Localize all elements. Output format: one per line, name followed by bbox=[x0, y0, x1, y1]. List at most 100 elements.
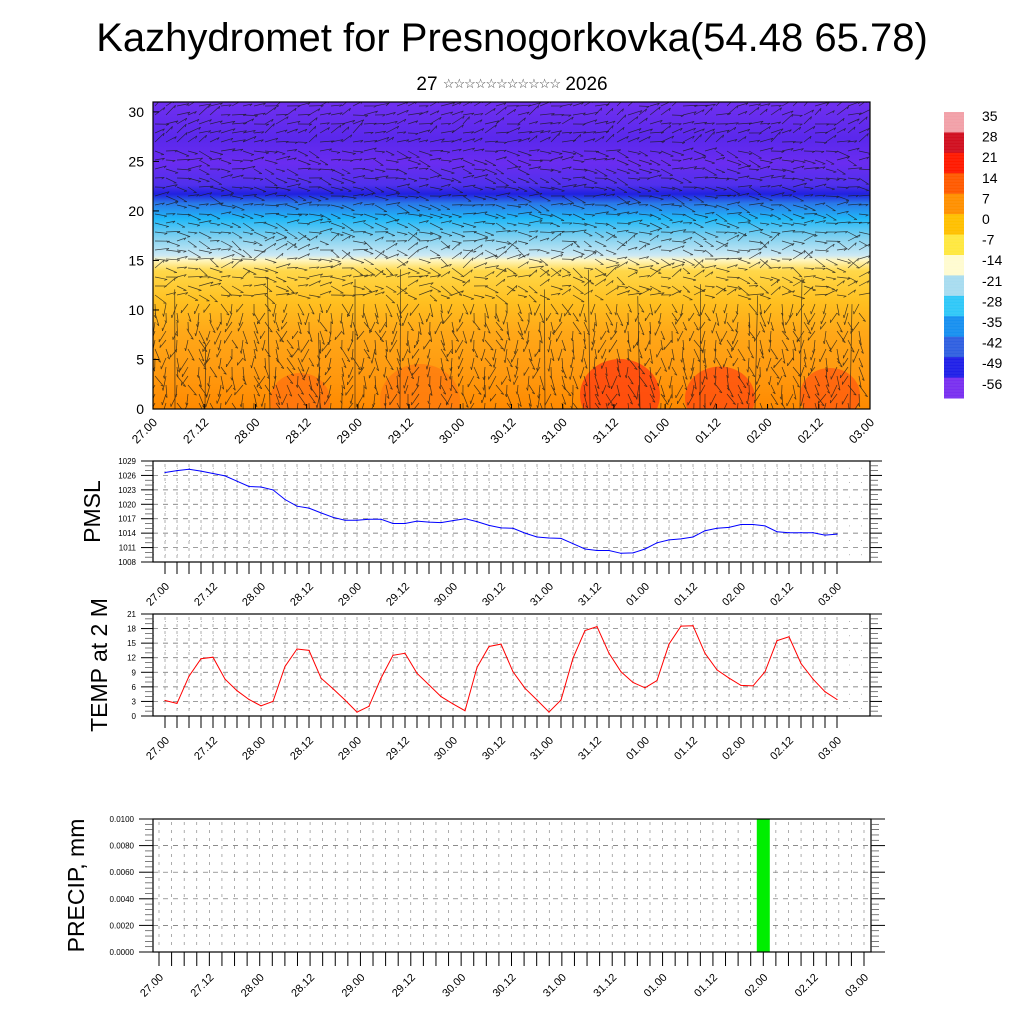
wind-arrow bbox=[341, 107, 351, 116]
wind-arrow bbox=[550, 402, 553, 409]
wind-arrow bbox=[726, 348, 733, 358]
wind-arrow bbox=[737, 348, 746, 361]
wind-arrow bbox=[572, 112, 586, 116]
wind-arrow bbox=[841, 393, 849, 405]
wind-arrow bbox=[369, 321, 376, 334]
wind-arrow-head bbox=[252, 313, 255, 317]
wind-arrow bbox=[677, 330, 684, 342]
wind-arrow bbox=[726, 126, 736, 134]
wind-arrow bbox=[197, 312, 200, 328]
wind-arrow-head bbox=[535, 135, 538, 139]
wind-arrow bbox=[616, 261, 628, 269]
wind-arrow-head bbox=[568, 394, 572, 397]
wind-arrow bbox=[455, 339, 464, 353]
wind-arrow bbox=[224, 330, 233, 344]
wind-arrow bbox=[726, 168, 741, 174]
wind-arrow-head bbox=[867, 280, 870, 284]
wind-arrow bbox=[275, 293, 290, 296]
wind-arrow-head bbox=[634, 233, 638, 235]
wind-arrow bbox=[583, 131, 596, 134]
wind-arrow-head bbox=[503, 278, 506, 282]
wind-arrow bbox=[847, 147, 860, 152]
wind-arrow-head bbox=[695, 328, 699, 331]
wind-arrow bbox=[181, 366, 189, 378]
wind-arrow-head bbox=[383, 402, 386, 406]
wind-arrow bbox=[456, 321, 464, 332]
wind-arrow-head bbox=[667, 277, 671, 280]
wind-arrow-head bbox=[382, 114, 386, 117]
wind-arrow bbox=[341, 321, 345, 335]
wind-arrow-head bbox=[668, 385, 671, 389]
wind-arrow bbox=[450, 375, 453, 391]
wind-arrow-head bbox=[559, 105, 563, 108]
wind-arrow bbox=[823, 330, 827, 345]
wind-arrow-head bbox=[161, 158, 165, 161]
wind-arrow-head bbox=[311, 312, 315, 315]
wind-arrow bbox=[494, 402, 497, 409]
wind-arrow-head bbox=[573, 153, 577, 156]
wind-arrow bbox=[253, 366, 260, 380]
wind-arrow-head bbox=[644, 244, 647, 248]
wind-arrow-head bbox=[306, 223, 310, 226]
wind-arrow bbox=[726, 186, 741, 195]
wind-arrow-head bbox=[417, 249, 419, 253]
wind-arrow-head bbox=[539, 261, 543, 264]
wind-arrow bbox=[528, 149, 540, 152]
wind-arrow bbox=[704, 131, 715, 143]
wind-arrow bbox=[748, 106, 760, 116]
wind-arrow bbox=[374, 150, 385, 153]
y-tick-label: 0 bbox=[132, 712, 137, 721]
wind-arrow bbox=[275, 321, 280, 332]
wind-arrow bbox=[253, 321, 259, 334]
wind-arrow bbox=[593, 357, 596, 370]
wind-arrow-head bbox=[758, 248, 762, 251]
wind-arrow bbox=[583, 240, 592, 248]
wind-arrow bbox=[319, 122, 330, 125]
wind-arrow bbox=[649, 186, 659, 192]
wind-arrow bbox=[649, 168, 660, 172]
wind-arrow bbox=[374, 330, 384, 342]
wind-arrow bbox=[715, 267, 730, 272]
wind-arrow bbox=[748, 202, 764, 206]
wind-arrow-head bbox=[768, 267, 772, 269]
wind-arrow-head bbox=[260, 178, 264, 181]
wind-arrow bbox=[759, 258, 772, 269]
wind-arrow-head bbox=[399, 410, 401, 412]
wind-arrow bbox=[440, 150, 450, 153]
wind-arrow-head bbox=[540, 340, 543, 344]
wind-arrow-head bbox=[612, 125, 614, 129]
wind-arrow bbox=[231, 240, 242, 251]
wind-arrow-head bbox=[514, 274, 518, 278]
wind-arrow bbox=[759, 125, 771, 134]
wind-arrow-head bbox=[160, 384, 164, 387]
wind-arrow bbox=[792, 249, 803, 255]
data-point bbox=[164, 471, 166, 474]
wind-arrow-head bbox=[537, 105, 540, 109]
wind-arrow bbox=[649, 195, 664, 200]
wind-arrow-head bbox=[250, 160, 254, 163]
wind-arrow bbox=[484, 177, 497, 184]
wind-arrow-head bbox=[664, 369, 667, 372]
wind-arrow bbox=[649, 119, 663, 125]
wind-arrow-head bbox=[241, 174, 244, 178]
data-point bbox=[680, 538, 682, 540]
wind-arrow bbox=[550, 232, 562, 242]
wind-arrow-head bbox=[549, 375, 552, 379]
wind-arrow-head bbox=[858, 102, 861, 105]
wind-arrow-head bbox=[361, 122, 363, 126]
wind-arrow-head bbox=[504, 394, 507, 398]
wind-arrow bbox=[847, 280, 858, 287]
wind-arrow-head bbox=[747, 346, 750, 350]
wind-arrow bbox=[736, 321, 739, 333]
wind-arrow-head bbox=[804, 364, 807, 368]
wind-arrow-head bbox=[207, 276, 211, 279]
wind-arrow-head bbox=[161, 402, 163, 406]
wind-arrow-head bbox=[495, 151, 499, 154]
wind-arrow-head bbox=[857, 258, 859, 262]
wind-arrow bbox=[418, 150, 433, 156]
wind-arrow-head bbox=[415, 197, 419, 199]
wind-arrow-head bbox=[757, 107, 760, 111]
wind-arrow bbox=[517, 168, 530, 175]
wind-arrow bbox=[345, 384, 354, 396]
wind-arrow-head bbox=[251, 295, 255, 298]
